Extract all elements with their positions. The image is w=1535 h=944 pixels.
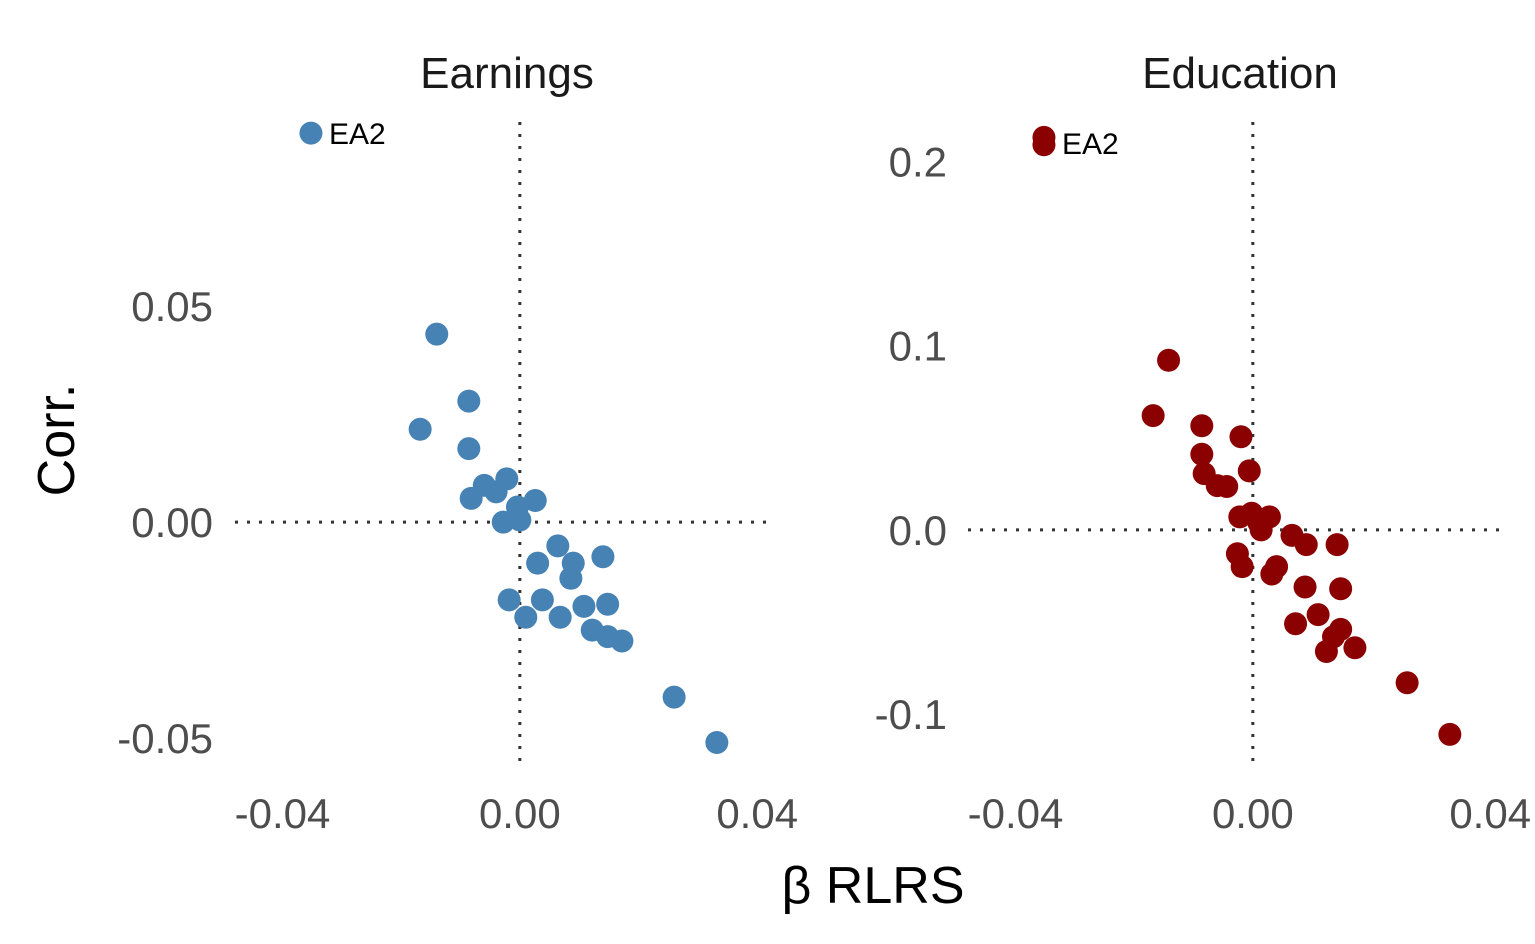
y-tick-label: 0.00 xyxy=(131,499,213,546)
data-point xyxy=(408,417,432,441)
data-point xyxy=(1260,562,1284,586)
data-point xyxy=(1215,475,1239,499)
data-point xyxy=(1284,612,1308,636)
data-point xyxy=(1395,671,1419,695)
data-point xyxy=(425,322,449,346)
y-tick-label: -0.1 xyxy=(875,691,947,738)
x-axis-title: β RLRS xyxy=(781,857,964,915)
data-point xyxy=(530,588,554,612)
yticks-education: -0.1 0.0 0.1 0.2 xyxy=(875,138,947,738)
y-tick-label: 0.2 xyxy=(889,138,947,185)
y-tick-label: 0.1 xyxy=(889,323,947,370)
x-tick-label: -0.04 xyxy=(235,790,331,837)
data-point xyxy=(548,605,572,629)
data-point xyxy=(526,551,550,575)
x-tick-label: 0.00 xyxy=(479,790,561,837)
data-point xyxy=(1294,533,1318,557)
annotation-ea2-education: EA2 xyxy=(1062,128,1119,161)
data-point xyxy=(497,588,521,612)
data-point xyxy=(1190,442,1214,466)
x-tick-label: -0.04 xyxy=(968,790,1064,837)
data-point xyxy=(457,389,481,413)
data-point xyxy=(1157,348,1181,372)
panel-earnings: Earnings -0.04 0.00 0.04 -0.05 0.00 0.05 EA2 xyxy=(117,49,798,837)
panel-title-education: Education xyxy=(1142,49,1338,98)
data-point xyxy=(514,605,538,629)
panel-title-earnings: Earnings xyxy=(420,49,594,98)
data-point xyxy=(299,121,323,145)
annotation-ea2-earnings: EA2 xyxy=(329,118,386,151)
data-point xyxy=(1325,533,1349,557)
data-point xyxy=(1343,636,1367,660)
data-point xyxy=(1306,603,1330,627)
x-tick-label: 0.00 xyxy=(1212,790,1294,837)
data-point xyxy=(610,629,634,653)
data-point xyxy=(457,437,481,461)
xticks-education: -0.04 0.00 0.04 xyxy=(968,790,1531,837)
data-point xyxy=(1293,575,1317,599)
data-point xyxy=(459,486,483,510)
data-point xyxy=(1438,722,1462,746)
data-point xyxy=(508,508,532,532)
y-axis-title: Corr. xyxy=(28,384,86,497)
data-point xyxy=(596,592,620,616)
data-point xyxy=(1314,639,1338,663)
data-point xyxy=(495,467,519,491)
data-point xyxy=(1141,404,1165,428)
data-point xyxy=(546,534,570,558)
data-point xyxy=(523,489,547,513)
data-point xyxy=(1230,555,1254,579)
y-tick-label: 0.05 xyxy=(131,283,213,330)
x-tick-label: 0.04 xyxy=(1449,790,1531,837)
data-point xyxy=(572,594,596,618)
data-point xyxy=(662,685,686,709)
data-point xyxy=(591,545,615,569)
data-point xyxy=(1237,459,1261,483)
data-point xyxy=(1229,425,1253,449)
data-point xyxy=(1190,414,1214,438)
y-tick-label: 0.0 xyxy=(889,507,947,554)
y-tick-label: -0.05 xyxy=(117,715,213,762)
data-point xyxy=(1032,133,1056,157)
data-point xyxy=(1329,577,1353,601)
data-point xyxy=(705,731,729,755)
xticks-earnings: -0.04 0.00 0.04 xyxy=(235,790,798,837)
points-earnings xyxy=(299,121,729,755)
data-point xyxy=(559,566,583,590)
data-point xyxy=(1249,518,1273,542)
yticks-earnings: -0.05 0.00 0.05 xyxy=(117,283,213,762)
x-tick-label: 0.04 xyxy=(716,790,798,837)
panel-education: Education -0.04 0.00 0.04 -0.1 0.0 0.1 0.2 EA… xyxy=(875,49,1531,837)
points-education xyxy=(1032,125,1462,746)
